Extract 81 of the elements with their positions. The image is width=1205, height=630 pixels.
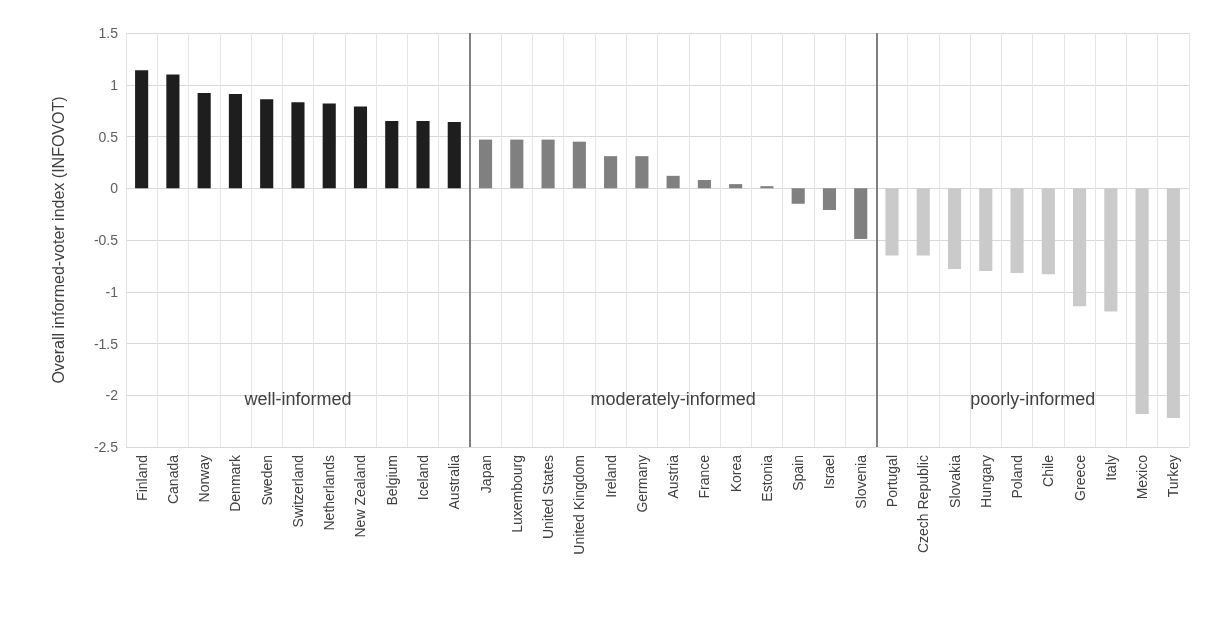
x-tick-label: Australia — [446, 454, 463, 510]
bar — [166, 74, 180, 189]
x-tick-label: Turkey — [1165, 455, 1182, 498]
x-tick-label: Sweden — [258, 455, 275, 506]
y-tick-label: 0.5 — [98, 128, 119, 145]
x-tick-label: Switzerland — [289, 455, 306, 528]
x-tick-label: Luxembourg — [508, 455, 525, 533]
x-tick-label: Poland — [1009, 455, 1026, 499]
x-tick-label: Spain — [790, 455, 807, 491]
bar — [260, 99, 274, 189]
x-tick-label: Italy — [1102, 455, 1119, 481]
x-tick-label: Greece — [1071, 454, 1088, 501]
bar — [1041, 188, 1055, 275]
x-tick-label: Portugal — [883, 455, 900, 508]
x-tick-label: Mexico — [1134, 454, 1151, 500]
bar — [822, 188, 837, 210]
bar — [916, 188, 930, 256]
bar — [729, 184, 743, 189]
bar — [572, 141, 586, 189]
bar — [291, 102, 305, 189]
x-tick-label: Hungary — [977, 455, 994, 508]
bar — [416, 120, 430, 189]
x-tick-label: Belgium — [383, 455, 400, 506]
x-tick-label: Iceland — [415, 455, 432, 501]
bar — [353, 106, 368, 189]
y-tick-label: 0 — [110, 180, 119, 197]
y-tick-label: -1.5 — [93, 335, 119, 352]
annotation: poorly-informed — [970, 389, 1096, 410]
bar — [197, 93, 211, 189]
x-tick-label: Germany — [633, 455, 650, 513]
bar — [447, 122, 461, 189]
x-tick-label: Ireland — [602, 455, 619, 498]
y-axis-title: Overall informed-voter index (INFOVOT) — [49, 96, 67, 384]
x-tick-label: Finland — [133, 455, 150, 501]
x-tick-label: Slovakia — [946, 454, 963, 508]
x-tick-label: Czech Republic — [915, 455, 932, 554]
x-tick-label: Japan — [477, 455, 494, 494]
y-tick-label: -2 — [105, 387, 119, 404]
y-tick-label: -1 — [105, 283, 119, 300]
bar — [1104, 188, 1118, 312]
x-tick-label: Canada — [164, 454, 181, 505]
x-tick-label: France — [696, 454, 713, 499]
bar — [760, 186, 774, 189]
bar — [1166, 188, 1180, 419]
x-tick-label: Korea — [727, 454, 744, 493]
bar — [791, 188, 805, 204]
x-tick-label: Austria — [665, 454, 682, 499]
y-tick-label: -2.5 — [93, 439, 119, 455]
x-tick-label: Slovenia — [852, 454, 869, 509]
bar — [635, 156, 649, 189]
bar — [1010, 188, 1024, 274]
bar — [1135, 188, 1149, 414]
bar — [135, 70, 149, 189]
bar — [228, 94, 242, 189]
y-tick-label: 1 — [110, 76, 119, 93]
y-tick-label: -0.5 — [93, 232, 119, 248]
bar — [885, 188, 899, 256]
bar — [697, 179, 711, 189]
bar — [1073, 188, 1087, 307]
x-tick-label: Israel — [821, 455, 838, 490]
x-tick-label: United States — [540, 455, 557, 540]
bar — [854, 188, 868, 239]
bar — [510, 139, 524, 189]
x-tick-label: United Kingdom — [571, 455, 588, 555]
bar — [666, 175, 680, 189]
annotation: moderately-informed — [590, 389, 756, 410]
x-tick-label: New Zealand — [352, 455, 369, 538]
x-tick-label: Netherlands — [321, 455, 338, 531]
y-tick-label: 1.5 — [98, 25, 119, 41]
bar — [478, 139, 493, 189]
bar — [947, 188, 962, 269]
x-tick-label: Chile — [1040, 454, 1057, 487]
bar — [385, 120, 399, 189]
bar — [322, 103, 336, 189]
x-tick-label: Denmark — [227, 454, 244, 512]
x-tick-label: Estonia — [758, 454, 775, 502]
bar — [604, 156, 618, 189]
bar — [979, 188, 993, 272]
annotation: well-informed — [243, 389, 352, 410]
bar — [541, 139, 555, 189]
x-tick-label: Norway — [196, 455, 213, 503]
